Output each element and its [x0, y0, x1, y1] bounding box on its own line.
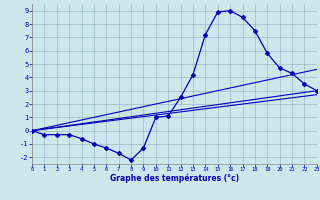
X-axis label: Graphe des températures (°c): Graphe des températures (°c) [110, 174, 239, 183]
